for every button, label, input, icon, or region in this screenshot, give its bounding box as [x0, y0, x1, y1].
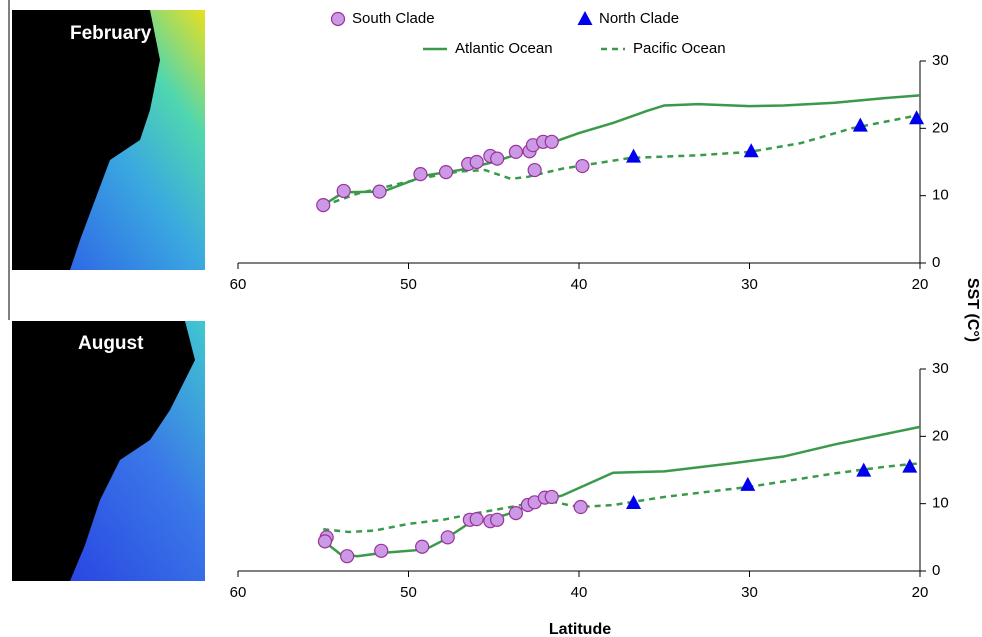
y-tick-label: 30	[932, 360, 949, 377]
map-august	[12, 321, 205, 581]
legend-label: Atlantic Ocean	[455, 40, 553, 57]
line-series	[322, 94, 921, 207]
point	[508, 505, 524, 521]
point	[469, 512, 484, 527]
legend-label: South Clade	[352, 10, 435, 27]
x-tick-label: 40	[571, 584, 588, 601]
point	[438, 165, 454, 180]
point	[413, 167, 428, 182]
point	[340, 549, 355, 564]
y-tick-label: 20	[932, 427, 949, 444]
point	[626, 494, 642, 509]
point	[336, 183, 351, 199]
point	[626, 148, 642, 163]
x-tick-label: 20	[912, 276, 929, 293]
point	[575, 158, 590, 174]
point	[852, 117, 868, 132]
point	[902, 458, 918, 473]
x-tick-label: 50	[400, 276, 417, 293]
point	[508, 144, 524, 159]
line-series	[322, 113, 921, 207]
point	[440, 530, 455, 545]
point	[740, 476, 756, 491]
point	[372, 184, 387, 199]
x-tick-label: 40	[571, 276, 588, 293]
y-tick-label: 20	[932, 119, 949, 136]
x-tick-label: 50	[400, 584, 417, 601]
y-tick-label: 30	[932, 52, 949, 69]
point	[743, 143, 759, 158]
point	[374, 543, 389, 558]
y-tick-label: 0	[932, 254, 940, 271]
legend-marker	[577, 11, 593, 25]
line-series	[322, 425, 921, 558]
map-february	[12, 10, 205, 270]
point	[415, 539, 430, 554]
x-tick-label: 20	[912, 584, 929, 601]
map-title: February	[70, 23, 152, 44]
legend-label: North Clade	[599, 10, 679, 27]
point	[469, 154, 484, 170]
point	[316, 197, 331, 213]
legend-label: Pacific Ocean	[633, 40, 726, 57]
legend-marker	[330, 11, 346, 27]
y-tick-label: 10	[932, 187, 949, 204]
map-title: August	[78, 333, 144, 354]
y-tick-label: 0	[932, 562, 940, 579]
y-tick-label: 10	[932, 495, 949, 512]
point	[856, 462, 872, 477]
x-tick-label: 60	[230, 584, 247, 601]
point	[317, 534, 333, 549]
point	[909, 110, 925, 125]
point	[490, 151, 505, 166]
x-tick-label: 60	[230, 276, 247, 293]
point	[544, 134, 559, 149]
point	[544, 489, 559, 505]
point	[527, 162, 542, 178]
x-axis-title: Latitude	[549, 621, 611, 637]
y-axis-title: SST (C°)	[964, 278, 981, 342]
x-tick-label: 30	[741, 276, 758, 293]
x-tick-label: 30	[741, 584, 758, 601]
point	[573, 499, 588, 515]
point	[490, 512, 505, 527]
